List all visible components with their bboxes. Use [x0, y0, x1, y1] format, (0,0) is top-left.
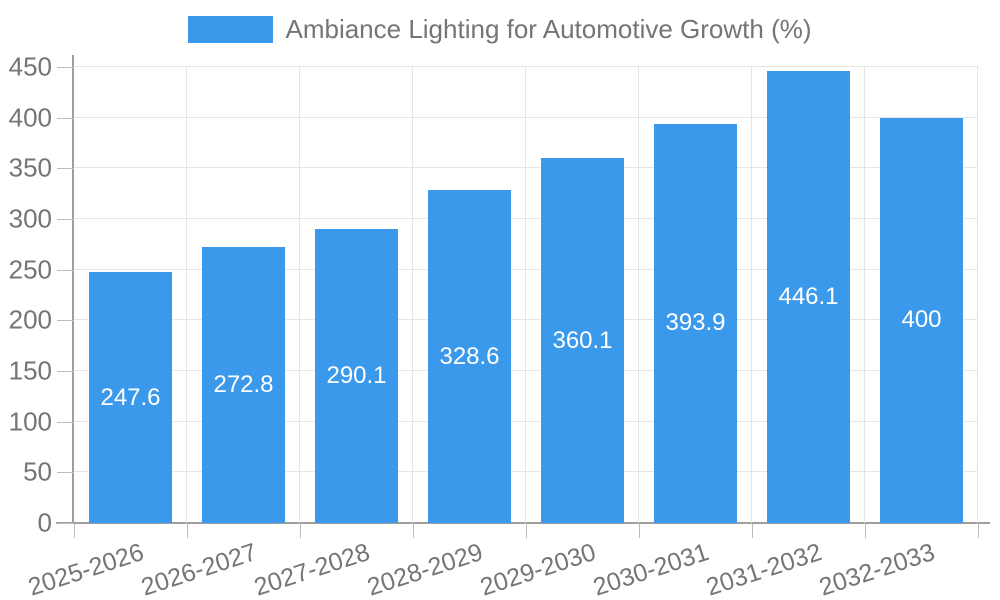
x-tick-label: 2028-2029 — [363, 538, 487, 600]
x-tick-mark — [865, 524, 866, 538]
v-gridline — [638, 67, 639, 523]
bar-value-label: 247.6 — [100, 383, 161, 411]
y-tick-label: 200 — [8, 304, 52, 335]
x-axis-labels: 2025-2026 2026-2027 2027-2028 2028-2029 2029… — [25, 538, 978, 600]
h-gridline — [74, 116, 978, 118]
x-tick-label: 2030-2031 — [589, 538, 713, 600]
x-tick-label: 2032-2033 — [815, 538, 939, 600]
bar[interactable]: 446.1 — [767, 70, 850, 523]
y-tick-mark — [57, 371, 74, 372]
x-tick-mark — [752, 524, 753, 538]
y-tick-mark — [57, 168, 74, 170]
x-tick-label: 2029-2030 — [476, 538, 600, 600]
x-tick-label: 2027-2028 — [250, 538, 374, 600]
x-tick-label: 2031-2032 — [702, 538, 826, 600]
y-tick-label: 250 — [8, 254, 52, 285]
v-gridline — [299, 67, 300, 523]
y-tick-label: 150 — [8, 355, 52, 386]
y-tick-label: 100 — [8, 406, 52, 437]
y-tick-mark — [57, 67, 74, 68]
v-gridline — [525, 67, 526, 523]
h-gridline — [74, 319, 978, 321]
bar-value-label: 393.9 — [665, 309, 726, 337]
x-axis-line — [56, 522, 990, 524]
y-tick-label: 400 — [8, 102, 52, 133]
bar-value-label: 446.1 — [778, 282, 839, 310]
y-axis-line — [72, 55, 74, 524]
bar[interactable]: 360.1 — [541, 158, 624, 523]
y-tick-label: 350 — [8, 152, 52, 183]
bar[interactable]: 328.6 — [428, 190, 511, 523]
h-gridline — [74, 218, 978, 220]
y-tick-label: 450 — [8, 51, 52, 82]
y-axis-labels: 0 50 100 150 200 250 300 350 400 450 — [0, 52, 56, 538]
bar-value-label: 360.1 — [552, 326, 613, 354]
bar[interactable]: 247.6 — [89, 272, 172, 523]
v-gridline — [977, 67, 978, 523]
x-tick-mark — [74, 524, 75, 538]
v-gridline — [186, 67, 187, 523]
bar-value-label: 272.8 — [213, 370, 274, 398]
y-tick-mark — [57, 269, 74, 271]
bar[interactable]: 290.1 — [315, 229, 398, 523]
y-tick-label: 300 — [8, 203, 52, 234]
legend-swatch — [188, 16, 274, 43]
plot-area: 247.6 272.8 290.1 328.6 360.1 393.9 446.1 400 — [74, 66, 978, 523]
y-tick-mark — [57, 219, 74, 220]
v-gridline — [864, 67, 865, 523]
y-tick-label: 50 — [23, 456, 52, 487]
v-gridline — [412, 67, 413, 523]
x-tick-mark — [526, 524, 527, 538]
h-gridline — [74, 268, 978, 270]
bar[interactable]: 400 — [880, 117, 963, 523]
y-tick-mark — [57, 320, 74, 322]
y-tick-mark — [57, 523, 74, 524]
x-tick-mark — [978, 524, 979, 538]
x-tick-mark — [413, 524, 414, 538]
h-gridline — [74, 66, 978, 67]
x-tick-mark — [187, 524, 188, 538]
y-tick-mark — [57, 117, 74, 119]
x-tick-mark — [300, 524, 301, 538]
v-gridline — [751, 67, 752, 523]
h-gridline — [74, 420, 978, 422]
h-gridline — [74, 370, 978, 372]
y-tick-mark — [57, 472, 74, 474]
bar-value-label: 400 — [901, 306, 942, 334]
y-tick-label: 0 — [37, 507, 52, 538]
x-tick-mark — [639, 524, 640, 538]
x-tick-label: 2026-2027 — [137, 538, 261, 600]
h-gridline — [74, 471, 978, 473]
x-tick-label: 2025-2026 — [24, 538, 148, 600]
h-gridline — [74, 167, 978, 169]
bar[interactable]: 393.9 — [654, 123, 737, 523]
bar-value-label: 290.1 — [326, 362, 387, 390]
bar[interactable]: 272.8 — [202, 246, 285, 523]
chart-legend[interactable]: Ambiance Lighting for Automotive Growth … — [0, 14, 1000, 45]
legend-label: Ambiance Lighting for Automotive Growth … — [285, 14, 812, 44]
bar-value-label: 328.6 — [439, 342, 500, 370]
y-tick-mark — [57, 421, 74, 423]
